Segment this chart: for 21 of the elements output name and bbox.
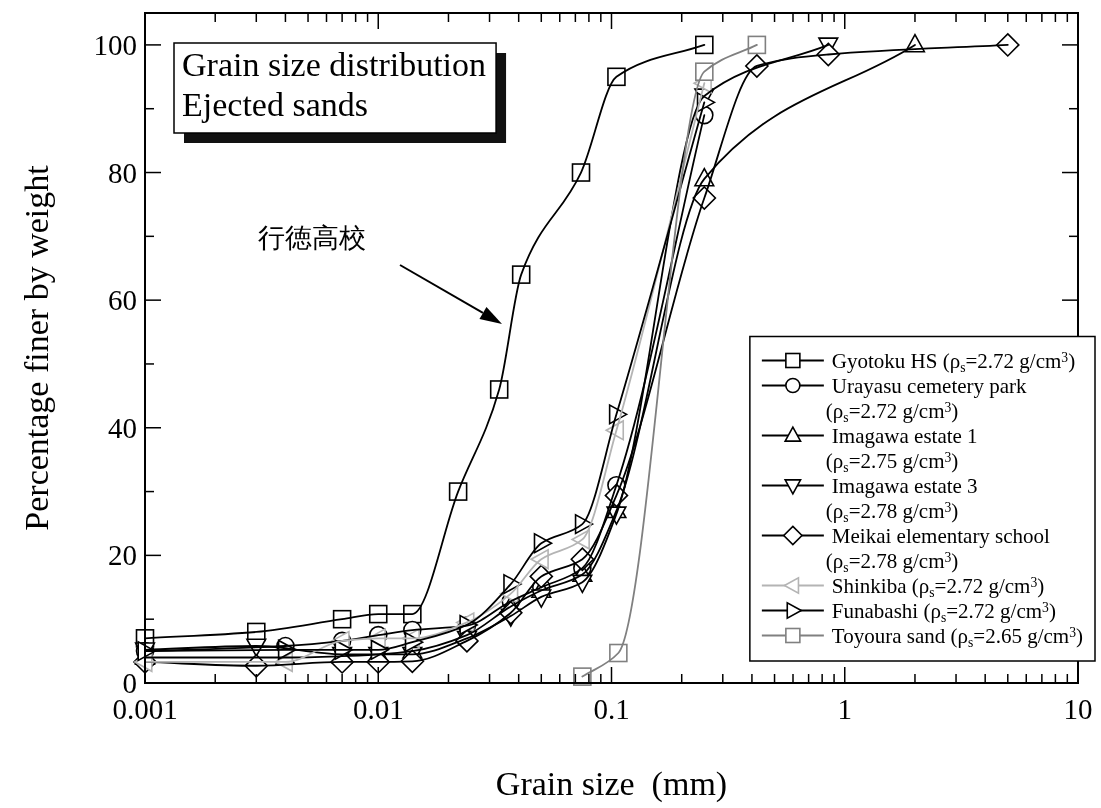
y-tick-label: 40 — [108, 411, 137, 444]
y-tick-label: 20 — [108, 539, 137, 572]
legend-label: Gyotoku HS (ρ$_{s}$=2.72 g/cm$^{3}$) — [831, 348, 1076, 374]
y-tick-label: 60 — [108, 284, 137, 317]
x-tick-label: 10 — [1063, 693, 1093, 725]
legend-label: Imagawa estate 3 (ρ$_{s}$=2.78 g/cm$^{3}$) — [825, 473, 978, 524]
annotation: 行徳高校 — [258, 223, 366, 253]
x-tick-label: 1 — [837, 693, 852, 725]
annotation: Grain size distribution Ejected sands — [182, 46, 487, 123]
y-tick-label: 80 — [108, 156, 137, 189]
legend-label: Urayasu cemetery park (ρ$_{s}$=2.72 g/cm$^{3}$) — [825, 373, 1028, 424]
x-tick-label: 0.01 — [352, 693, 404, 725]
legend-label: Imagawa estate 1 (ρ$_{s}$=2.75 g/cm$^{3}$) — [825, 423, 978, 474]
x-axis-title: Grain size (mm) — [495, 765, 728, 803]
y-axis-title: Percentage finer by weight — [18, 164, 55, 531]
y-tick-label: 100 — [93, 28, 137, 61]
legend-label: Shinkiba (ρ$_{s}$=2.72 g/cm$^{3}$) — [831, 573, 1045, 599]
legend-label: Toyoura sand (ρ$_{s}$=2.65 g/cm$^{3}$) — [831, 623, 1083, 649]
legend-label: Meikai elementary school (ρ$_{s}$=2.78 g/cm$^{3}$) — [825, 523, 1051, 574]
x-tick-label: 0.1 — [593, 693, 630, 725]
legend-label: Funabashi (ρ$_{s}$=2.72 g/cm$^{3}$) — [831, 598, 1056, 624]
